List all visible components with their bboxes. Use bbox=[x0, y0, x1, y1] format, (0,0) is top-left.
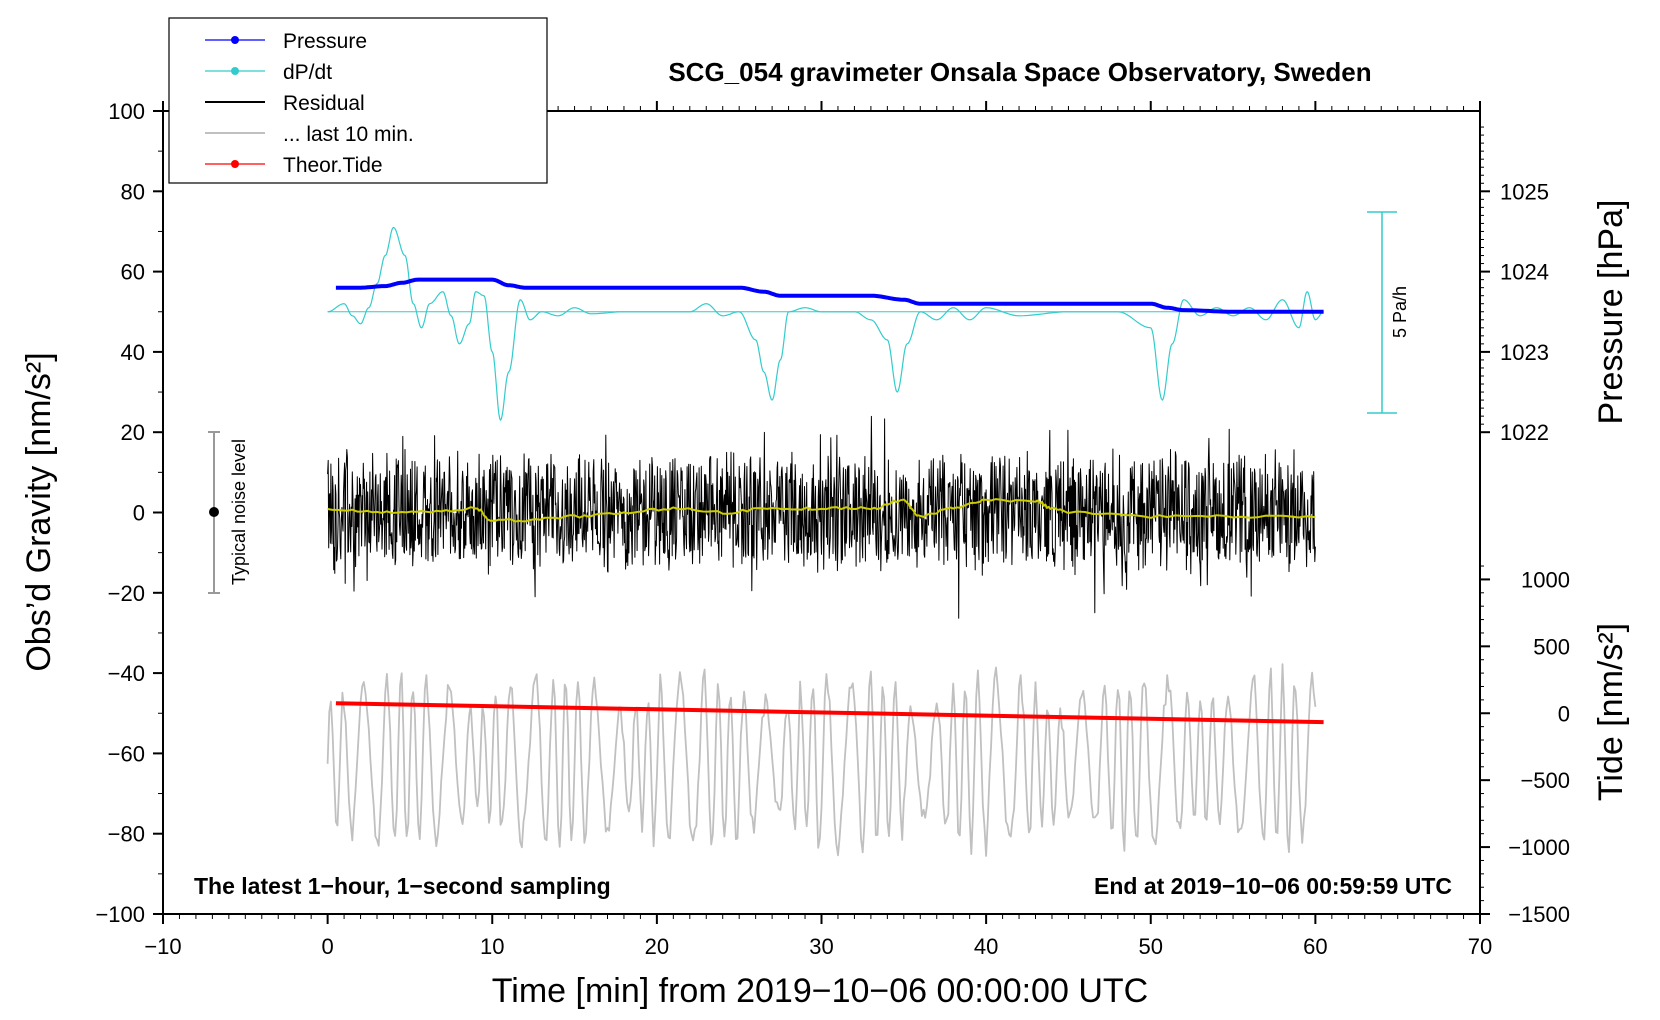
y-tick-label: −40 bbox=[108, 661, 145, 686]
tide-tick-label: 0 bbox=[1558, 701, 1570, 726]
annotation-right: End at 2019−10−06 00:59:59 UTC bbox=[1094, 873, 1452, 899]
legend-item-dpdt: dP/dt bbox=[205, 61, 332, 84]
annotation-left: The latest 1−hour, 1−second sampling bbox=[194, 873, 611, 899]
x-tick-label: 0 bbox=[322, 934, 334, 959]
tide-tick-label: −500 bbox=[1520, 768, 1570, 793]
series-pressure bbox=[335, 277, 1324, 314]
svg-text:dP/dt: dP/dt bbox=[283, 61, 332, 84]
series-residual-smoothed bbox=[327, 498, 1316, 523]
x-tick-label: −10 bbox=[144, 934, 181, 959]
x-tick-label: 10 bbox=[480, 934, 504, 959]
y-tick-label: 100 bbox=[108, 99, 145, 124]
y-tick-label: −80 bbox=[108, 822, 145, 847]
legend-item-theor-tide: Theor.Tide bbox=[205, 154, 383, 177]
chart-title: SCG_054 gravimeter Onsala Space Observat… bbox=[668, 57, 1371, 87]
tide-tick-label: 1000 bbox=[1521, 567, 1570, 592]
y-tick-label: −60 bbox=[108, 741, 145, 766]
y-tick-label: 40 bbox=[121, 340, 145, 365]
series-layer bbox=[326, 226, 1324, 857]
y-tick-label: 80 bbox=[121, 179, 145, 204]
noise-level-marker: Typical noise level bbox=[208, 431, 249, 594]
tide-tick-label: −1500 bbox=[1508, 902, 1570, 927]
svg-text:Pressure: Pressure bbox=[283, 30, 367, 53]
y-tick-label: 0 bbox=[133, 501, 145, 526]
y-tick-label: 60 bbox=[121, 260, 145, 285]
y-tick-label: −20 bbox=[108, 581, 145, 606]
svg-text:Theor.Tide: Theor.Tide bbox=[283, 154, 383, 177]
svg-text:Residual: Residual bbox=[283, 92, 365, 115]
x-tick-label: 40 bbox=[974, 934, 998, 959]
pressure-tick-label: 1025 bbox=[1500, 179, 1549, 204]
legend-item-residual: Residual bbox=[205, 92, 365, 115]
x-tick-label: 50 bbox=[1139, 934, 1163, 959]
x-tick-label: 20 bbox=[645, 934, 669, 959]
y-axis-title: Obs’d Gravity [nm/s²] bbox=[20, 352, 58, 671]
pressure-tick-label: 1023 bbox=[1500, 340, 1549, 365]
x-axis-title: Time [min] from 2019−10−06 00:00:00 UTC bbox=[492, 972, 1148, 1010]
dpdt-scale-bar: 5 Pa/h bbox=[1367, 211, 1410, 414]
tide-axis-title: Tide [nm/s²] bbox=[1592, 623, 1630, 801]
x-tick-label: 30 bbox=[809, 934, 833, 959]
noise-level-label: Typical noise level bbox=[229, 439, 249, 585]
legend-item-last-10-min: ... last 10 min. bbox=[205, 123, 414, 146]
legend: Pressure dP/dt Residual ... last 10 min.… bbox=[168, 17, 548, 184]
pressure-axis-title: Pressure [hPa] bbox=[1592, 200, 1630, 425]
scale-bar-label: 5 Pa/h bbox=[1390, 286, 1410, 338]
x-tick-label: 60 bbox=[1303, 934, 1327, 959]
axis-ticks: −10 0 10 20 30 40 50 60 70100806040200−20−40−60−… bbox=[95, 99, 1570, 959]
pressure-tick-label: 1022 bbox=[1500, 420, 1549, 445]
series-dpdt bbox=[327, 226, 1324, 421]
svg-text:... last 10 min.: ... last 10 min. bbox=[283, 123, 414, 146]
series-last-10-min bbox=[326, 663, 1317, 857]
pressure-tick-label: 1024 bbox=[1500, 260, 1549, 285]
tide-tick-label: −1000 bbox=[1508, 835, 1570, 860]
legend-item-pressure: Pressure bbox=[205, 30, 367, 53]
series-theor-tide bbox=[335, 701, 1324, 725]
tide-tick-label: 500 bbox=[1533, 634, 1570, 659]
x-tick-label: 70 bbox=[1468, 934, 1492, 959]
y-tick-label: 20 bbox=[121, 420, 145, 445]
y-tick-label: −100 bbox=[95, 902, 145, 927]
series-residual bbox=[327, 415, 1316, 619]
